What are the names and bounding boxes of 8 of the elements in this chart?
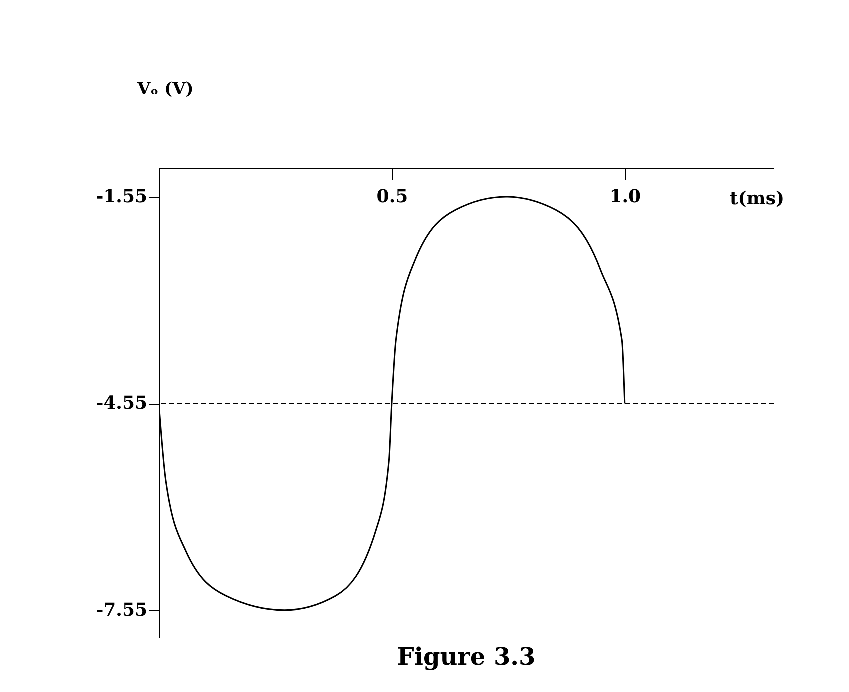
caption: Figure 3.3	[397, 642, 536, 671]
y-axis-title: Vₒ (V)	[136, 80, 194, 100]
x-axis-title: t(ms)	[730, 188, 784, 210]
y-tick-label: -1.55	[96, 186, 148, 208]
y-tick-label: -4.55	[96, 393, 148, 414]
x-tick-label: 1.0	[610, 186, 642, 208]
y-tick-label: -7.55	[96, 600, 148, 621]
x-tick-label: 0.5	[376, 186, 408, 208]
